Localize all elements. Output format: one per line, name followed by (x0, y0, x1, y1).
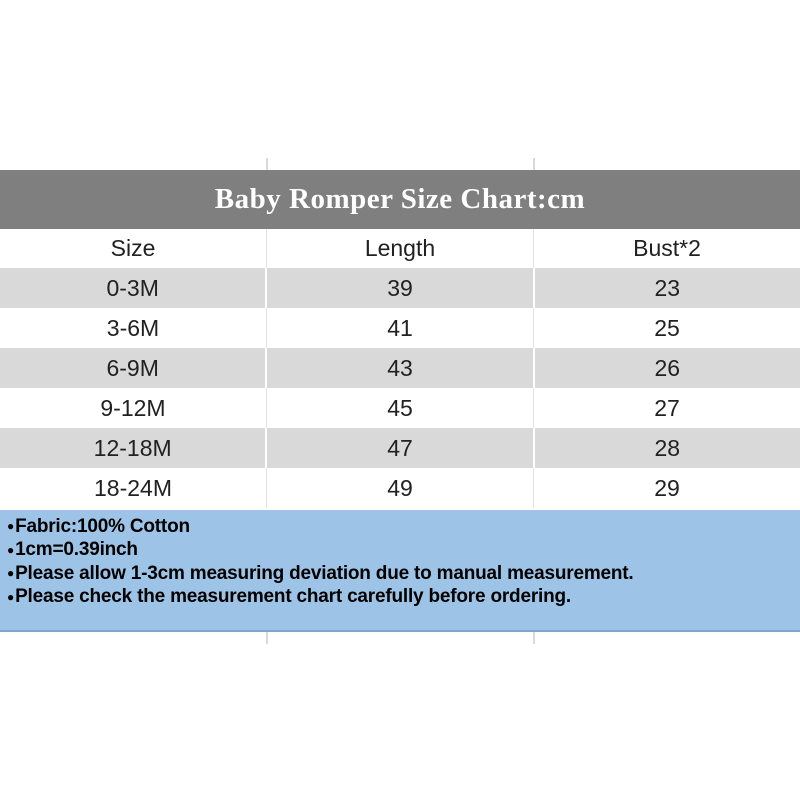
table-row: 0-3M 39 23 (0, 268, 800, 308)
cell-size: 6-9M (106, 354, 159, 381)
column-divider-mark (266, 632, 268, 644)
cell-bust: 28 (532, 428, 800, 468)
table-row: 9-12M 45 27 (0, 388, 800, 428)
cell-size: 0-3M (106, 274, 159, 301)
chart-title: Baby Romper Size Chart:cm (214, 183, 586, 215)
table-row: 6-9M 43 26 (0, 348, 800, 388)
cell-bust: 26 (532, 348, 800, 388)
cell-bust: 29 (533, 468, 800, 508)
chart-title-band: Baby Romper Size Chart:cm (0, 170, 800, 229)
column-header-length: Length (266, 229, 533, 268)
note-text: Fabric:100% Cotton (15, 515, 190, 537)
table-row: 3-6M 41 25 (0, 308, 800, 348)
cell-length: 47 (265, 428, 532, 468)
bullet-icon: ● (7, 519, 15, 533)
cell-length: 45 (266, 388, 533, 428)
notes-panel: ● Fabric:100% Cotton ● 1cm=0.39inch ● Pl… (0, 510, 800, 632)
table-row: 12-18M 47 28 (0, 428, 800, 468)
cell-bust: 23 (532, 268, 800, 308)
cell-bust: 25 (533, 308, 800, 348)
cell-size: 12-18M (93, 434, 172, 461)
cell-length: 41 (266, 308, 533, 348)
cell-bust: 27 (533, 388, 800, 428)
column-header-bust: Bust*2 (533, 229, 800, 268)
note-check-chart: ● Please check the measurement chart car… (7, 586, 792, 610)
cell-size: 9-12M (100, 394, 166, 421)
column-header-size: Size (110, 235, 156, 261)
bullet-icon: ● (7, 589, 15, 604)
cell-size: 18-24M (94, 474, 172, 501)
table-header-row: Size Length Bust*2 (0, 229, 800, 268)
note-text: Please check the measurement chart caref… (15, 586, 571, 608)
cell-length: 39 (265, 268, 532, 308)
column-divider-mark (533, 158, 535, 170)
note-deviation: ● Please allow 1-3cm measuring deviation… (7, 562, 792, 586)
size-chart-table: Size Length Bust*2 0-3M 39 23 3-6M 41 25… (0, 229, 800, 508)
cell-length: 43 (265, 348, 532, 388)
note-text: 1cm=0.39inch (15, 539, 138, 561)
column-divider-mark (533, 632, 535, 644)
note-fabric: ● Fabric:100% Cotton (7, 515, 792, 539)
bullet-icon: ● (7, 542, 15, 557)
bullet-icon: ● (7, 566, 15, 580)
table-row: 18-24M 49 29 (0, 468, 800, 508)
cell-length: 49 (266, 468, 533, 508)
note-conversion: ● 1cm=0.39inch (7, 539, 792, 563)
cell-size: 3-6M (106, 314, 160, 341)
column-divider-mark (266, 158, 268, 170)
note-text: Please allow 1-3cm measuring deviation d… (15, 562, 634, 584)
